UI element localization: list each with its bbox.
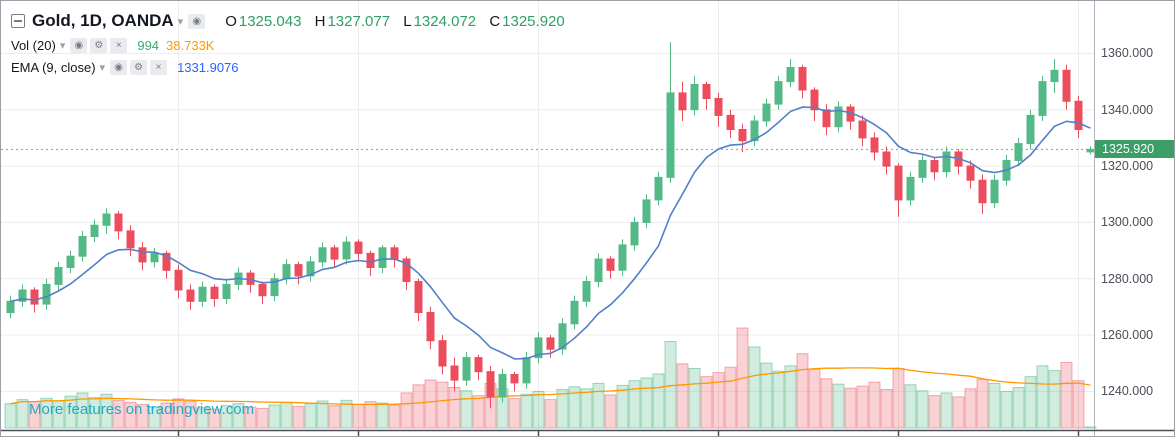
- volume-indicator-label[interactable]: Vol (20): [11, 38, 56, 53]
- volume-value: 994: [137, 38, 160, 53]
- symbol-title[interactable]: Gold, 1D, OANDA: [32, 11, 174, 30]
- price-axis-label: 1340.000: [1101, 103, 1154, 117]
- chevron-down-icon[interactable]: ▾: [59, 40, 66, 52]
- price-axis-label: 1360.000: [1101, 46, 1154, 60]
- ema-indicator-row: EMA (9, close) ▾ ◉ ⚙ × 1331.9076: [11, 60, 565, 75]
- price-axis-label: 1240.000: [1101, 384, 1154, 398]
- open-value: 1325.043: [238, 12, 302, 30]
- gear-icon[interactable]: ⚙: [130, 60, 148, 75]
- price-axis-label: 1320.000: [1101, 159, 1154, 173]
- legend: Gold, 1D, OANDA ▾ ◉ O 1325.043 H 1327.077 …: [11, 11, 565, 82]
- symbol-row: Gold, 1D, OANDA ▾ ◉ O 1325.043 H 1327.077 …: [11, 11, 565, 31]
- chevron-down-icon[interactable]: ▾: [99, 62, 106, 74]
- close-label: C: [489, 12, 501, 30]
- volume-indicator-row: Vol (20) ▾ ◉ ⚙ × 994 38.733K: [11, 38, 565, 53]
- legend-collapse-button[interactable]: [11, 14, 25, 28]
- price-axis-label: 1280.000: [1101, 272, 1154, 286]
- high-value: 1327.077: [327, 12, 391, 30]
- volume-ma-value: 38.733K: [166, 38, 215, 53]
- gear-icon[interactable]: ⚙: [90, 38, 108, 53]
- ema-value: 1331.9076: [177, 60, 239, 75]
- eye-icon[interactable]: ◉: [188, 13, 206, 29]
- minus-icon: [14, 20, 22, 22]
- ema-indicator-label[interactable]: EMA (9, close): [11, 60, 96, 75]
- low-label: L: [403, 12, 412, 30]
- high-label: H: [314, 12, 326, 30]
- price-axis-label: 1300.000: [1101, 215, 1154, 229]
- chevron-down-icon[interactable]: ▾: [177, 15, 184, 28]
- last-price-label: 1325.920: [1095, 140, 1174, 158]
- eye-icon[interactable]: ◉: [110, 60, 128, 75]
- close-value: 1325.920: [502, 12, 565, 30]
- tradingview-watermark-link[interactable]: More features on tradingview.com: [29, 401, 255, 418]
- eye-icon[interactable]: ◉: [70, 38, 88, 53]
- close-icon[interactable]: ×: [150, 60, 168, 75]
- price-axis-label: 1260.000: [1101, 328, 1154, 342]
- low-value: 1324.072: [413, 12, 477, 30]
- open-label: O: [225, 12, 237, 30]
- close-icon[interactable]: ×: [110, 38, 128, 53]
- ohlc-values: O 1325.043 H 1327.077 L 1324.072 C 1325.920: [216, 13, 565, 30]
